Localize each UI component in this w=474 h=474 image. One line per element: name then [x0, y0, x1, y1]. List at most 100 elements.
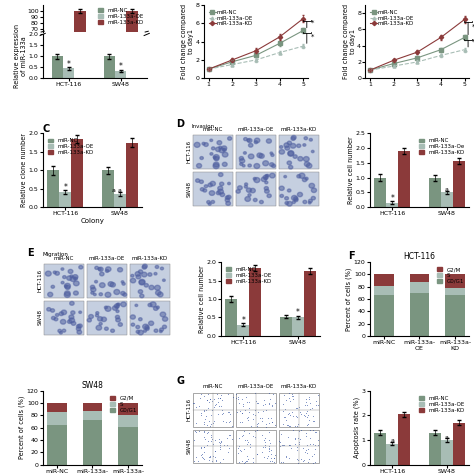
Circle shape — [236, 190, 240, 193]
Point — [264, 415, 271, 422]
Point — [245, 398, 253, 406]
Circle shape — [227, 195, 231, 199]
Circle shape — [201, 188, 204, 191]
Point — [238, 457, 246, 465]
Bar — [193, 135, 233, 169]
Circle shape — [130, 278, 136, 283]
Circle shape — [96, 325, 101, 330]
Circle shape — [150, 302, 156, 307]
Point — [235, 399, 243, 407]
Bar — [103, 56, 115, 78]
Point — [265, 443, 273, 450]
Point — [280, 458, 287, 466]
Point — [254, 400, 262, 407]
Bar — [87, 264, 127, 298]
Point — [194, 457, 201, 465]
Circle shape — [228, 137, 232, 140]
Point — [207, 453, 214, 461]
Circle shape — [138, 290, 143, 293]
Point — [233, 391, 240, 398]
Circle shape — [98, 268, 101, 270]
Point — [303, 449, 311, 457]
Point — [217, 402, 225, 410]
Point — [249, 410, 256, 418]
Bar — [236, 393, 276, 427]
Point — [307, 426, 314, 433]
Point — [238, 418, 246, 426]
Bar — [374, 295, 394, 336]
Point — [282, 453, 290, 460]
Circle shape — [87, 319, 91, 322]
Point — [203, 421, 210, 428]
Point — [208, 435, 215, 443]
Point — [303, 408, 311, 415]
Point — [251, 433, 259, 440]
Point — [190, 457, 198, 465]
Point — [213, 457, 220, 465]
Text: *: * — [310, 19, 314, 26]
Point — [292, 435, 299, 442]
Bar — [118, 403, 138, 416]
Point — [267, 450, 274, 458]
Legend: miR-NC, miR-133a-OE, miR-133a-KD: miR-NC, miR-133a-OE, miR-133a-KD — [416, 394, 466, 415]
Point — [225, 418, 233, 426]
Circle shape — [110, 329, 114, 332]
Circle shape — [213, 162, 219, 167]
Point — [249, 458, 257, 465]
Point — [244, 414, 251, 421]
Circle shape — [279, 150, 284, 154]
Bar — [386, 444, 398, 465]
Point — [314, 401, 321, 409]
Point — [254, 427, 261, 434]
Point — [307, 406, 314, 413]
Point — [265, 401, 273, 408]
Circle shape — [219, 148, 225, 153]
Point — [226, 408, 233, 416]
Text: Migration: Migration — [43, 253, 69, 257]
Point — [261, 400, 269, 408]
Point — [195, 428, 203, 435]
Point — [285, 423, 293, 430]
Point — [237, 418, 244, 426]
Text: F: F — [348, 251, 355, 261]
Circle shape — [244, 137, 247, 141]
Point — [244, 457, 251, 465]
Title: SW48: SW48 — [82, 381, 103, 390]
Circle shape — [105, 327, 108, 330]
Point — [238, 433, 246, 440]
Circle shape — [143, 324, 148, 329]
Point — [202, 406, 210, 413]
Circle shape — [70, 301, 74, 305]
Point — [228, 435, 236, 443]
Circle shape — [115, 315, 119, 319]
Circle shape — [91, 285, 95, 289]
Point — [296, 408, 303, 415]
Point — [245, 438, 252, 446]
Point — [238, 409, 246, 417]
Circle shape — [78, 324, 82, 328]
X-axis label: Colony: Colony — [81, 218, 104, 224]
Point — [208, 398, 216, 405]
Point — [300, 457, 307, 465]
Bar — [193, 393, 233, 427]
Circle shape — [65, 285, 70, 290]
Circle shape — [89, 315, 93, 319]
Bar — [193, 429, 233, 464]
Text: a: a — [118, 188, 122, 192]
Circle shape — [79, 311, 82, 313]
Point — [212, 400, 219, 408]
Line: miR-133a-OE: miR-133a-OE — [207, 45, 305, 71]
Legend: G2/M, S, G0/G1: G2/M, S, G0/G1 — [108, 394, 139, 415]
Circle shape — [237, 186, 242, 190]
Circle shape — [307, 164, 312, 168]
Circle shape — [74, 277, 77, 280]
Circle shape — [149, 285, 154, 290]
Point — [310, 418, 318, 425]
Circle shape — [136, 275, 141, 279]
Point — [242, 393, 249, 401]
Circle shape — [142, 272, 147, 277]
Point — [239, 402, 246, 410]
miR-133a-OE — [206, 66, 211, 72]
Bar — [453, 162, 465, 207]
Y-axis label: Percent of cells (%): Percent of cells (%) — [346, 267, 352, 331]
